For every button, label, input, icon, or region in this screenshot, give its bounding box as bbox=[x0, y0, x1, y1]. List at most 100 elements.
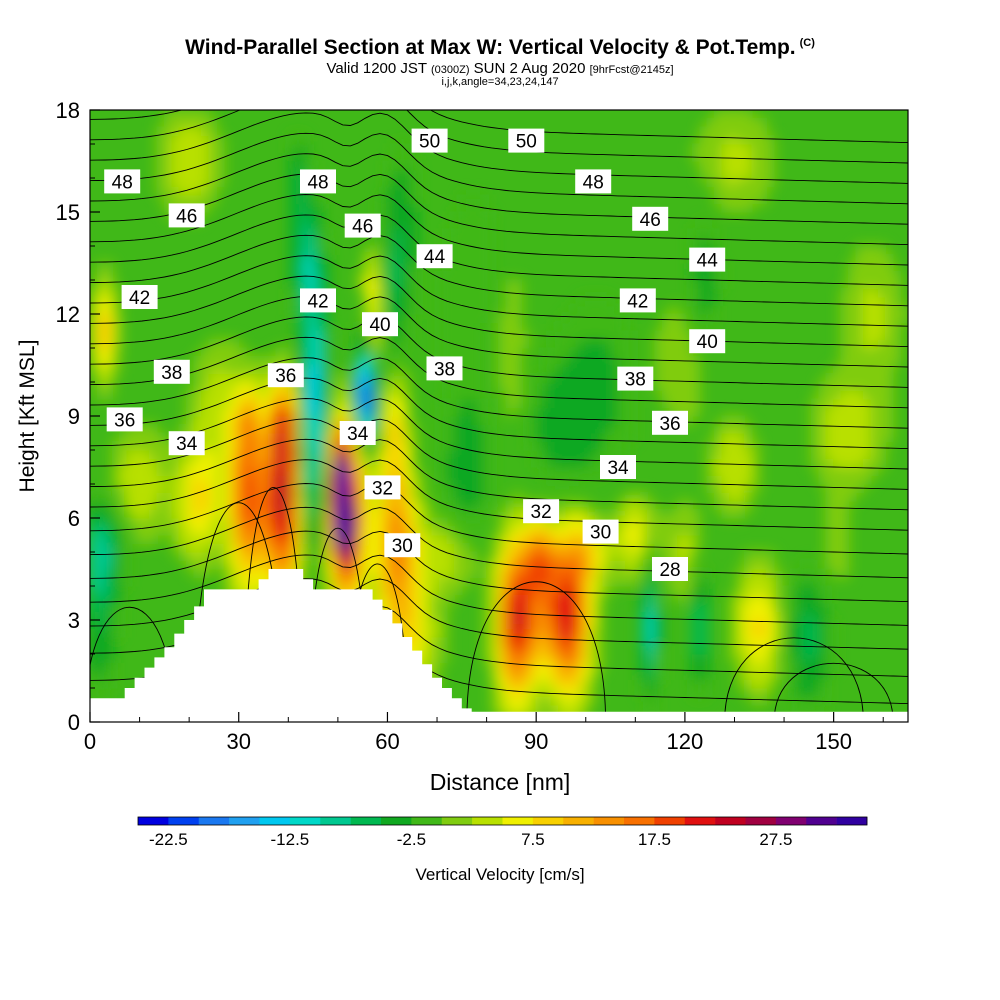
velocity-cell bbox=[617, 424, 626, 434]
velocity-cell bbox=[848, 407, 857, 417]
velocity-cell bbox=[706, 126, 716, 136]
velocity-cell bbox=[751, 653, 760, 663]
velocity-cell bbox=[468, 492, 478, 502]
velocity-cell bbox=[743, 585, 753, 595]
velocity-cell bbox=[141, 509, 150, 519]
velocity-cell bbox=[468, 509, 478, 519]
velocity-cell bbox=[617, 322, 626, 332]
velocity-cell bbox=[669, 313, 678, 323]
velocity-cell bbox=[877, 245, 887, 255]
velocity-cell bbox=[632, 577, 641, 587]
velocity-cell bbox=[580, 670, 589, 680]
velocity-cell bbox=[439, 543, 448, 553]
velocity-cell bbox=[409, 636, 418, 646]
velocity-cell bbox=[446, 271, 455, 281]
velocity-cell bbox=[840, 568, 849, 578]
velocity-cell bbox=[810, 415, 820, 425]
velocity-cell bbox=[409, 483, 418, 493]
velocity-cell bbox=[215, 475, 225, 485]
velocity-cell bbox=[141, 432, 150, 442]
velocity-cell bbox=[312, 475, 321, 485]
velocity-cell bbox=[387, 220, 396, 230]
velocity-cell bbox=[171, 194, 180, 204]
velocity-cell bbox=[394, 432, 403, 442]
velocity-cell bbox=[565, 704, 574, 714]
velocity-cell bbox=[796, 577, 805, 587]
velocity-cell bbox=[230, 347, 240, 357]
velocity-cell bbox=[587, 551, 597, 561]
velocity-cell bbox=[491, 653, 500, 663]
velocity-cell bbox=[684, 500, 693, 510]
theta-label-text: 38 bbox=[434, 359, 455, 380]
velocity-cell bbox=[297, 500, 307, 510]
velocity-cell bbox=[126, 458, 136, 468]
velocity-cell bbox=[394, 211, 403, 221]
velocity-cell bbox=[610, 373, 619, 383]
velocity-cell bbox=[855, 449, 864, 459]
velocity-cell bbox=[446, 526, 455, 536]
velocity-cell bbox=[818, 390, 827, 400]
velocity-cell bbox=[758, 679, 768, 689]
velocity-cell bbox=[758, 152, 768, 162]
velocity-cell bbox=[238, 483, 247, 493]
velocity-cell bbox=[520, 602, 530, 612]
velocity-cell bbox=[297, 271, 307, 281]
velocity-cell bbox=[401, 381, 411, 391]
velocity-cell bbox=[513, 339, 522, 349]
velocity-cell bbox=[297, 339, 307, 349]
colorbar-swatch bbox=[320, 817, 351, 825]
velocity-cell bbox=[178, 509, 188, 519]
velocity-cell bbox=[134, 526, 143, 536]
velocity-cell bbox=[758, 169, 768, 179]
velocity-cell bbox=[550, 628, 559, 638]
theta-label-box bbox=[632, 206, 669, 231]
velocity-cell bbox=[669, 305, 678, 315]
velocity-cell bbox=[505, 602, 515, 612]
velocity-cell bbox=[810, 704, 820, 714]
velocity-cell bbox=[431, 653, 440, 663]
velocity-cell bbox=[439, 279, 448, 289]
velocity-cell bbox=[401, 313, 411, 323]
velocity-cell bbox=[223, 415, 232, 425]
theta-label-text: 44 bbox=[697, 251, 719, 272]
velocity-cell bbox=[565, 313, 574, 323]
velocity-cell bbox=[208, 407, 217, 417]
velocity-cell bbox=[513, 645, 522, 655]
velocity-cell bbox=[840, 415, 849, 425]
velocity-cell bbox=[736, 636, 745, 646]
velocity-cell bbox=[483, 245, 492, 255]
theta-label: 38 bbox=[617, 366, 654, 391]
velocity-cell bbox=[558, 679, 567, 689]
velocity-cell bbox=[424, 577, 433, 587]
velocity-cell bbox=[885, 390, 894, 400]
velocity-cell bbox=[714, 475, 723, 485]
velocity-cell bbox=[729, 458, 738, 468]
velocity-cell bbox=[483, 594, 492, 604]
velocity-cell bbox=[691, 628, 701, 638]
theta-label: 36 bbox=[652, 410, 688, 435]
velocity-cell bbox=[483, 492, 492, 502]
velocity-cell bbox=[446, 330, 455, 340]
velocity-cell bbox=[453, 466, 463, 476]
velocity-cell bbox=[446, 313, 455, 323]
velocity-cell bbox=[90, 305, 98, 315]
velocity-cell bbox=[543, 551, 552, 561]
velocity-cell bbox=[617, 534, 626, 544]
velocity-cell bbox=[208, 543, 217, 553]
velocity-cell bbox=[773, 611, 782, 621]
velocity-cell bbox=[513, 509, 522, 519]
velocity-cell bbox=[156, 517, 165, 527]
velocity-cell bbox=[387, 160, 396, 170]
velocity-cell bbox=[476, 390, 485, 400]
velocity-cell bbox=[743, 670, 753, 680]
velocity-cell bbox=[312, 466, 321, 476]
velocity-cell bbox=[580, 653, 589, 663]
velocity-cell bbox=[320, 322, 329, 332]
velocity-cell bbox=[654, 356, 664, 366]
velocity-cell bbox=[394, 594, 403, 604]
velocity-cell bbox=[610, 551, 619, 561]
velocity-cell bbox=[862, 432, 872, 442]
velocity-cell bbox=[245, 466, 255, 476]
velocity-cell bbox=[104, 653, 113, 663]
velocity-cell bbox=[662, 398, 671, 408]
